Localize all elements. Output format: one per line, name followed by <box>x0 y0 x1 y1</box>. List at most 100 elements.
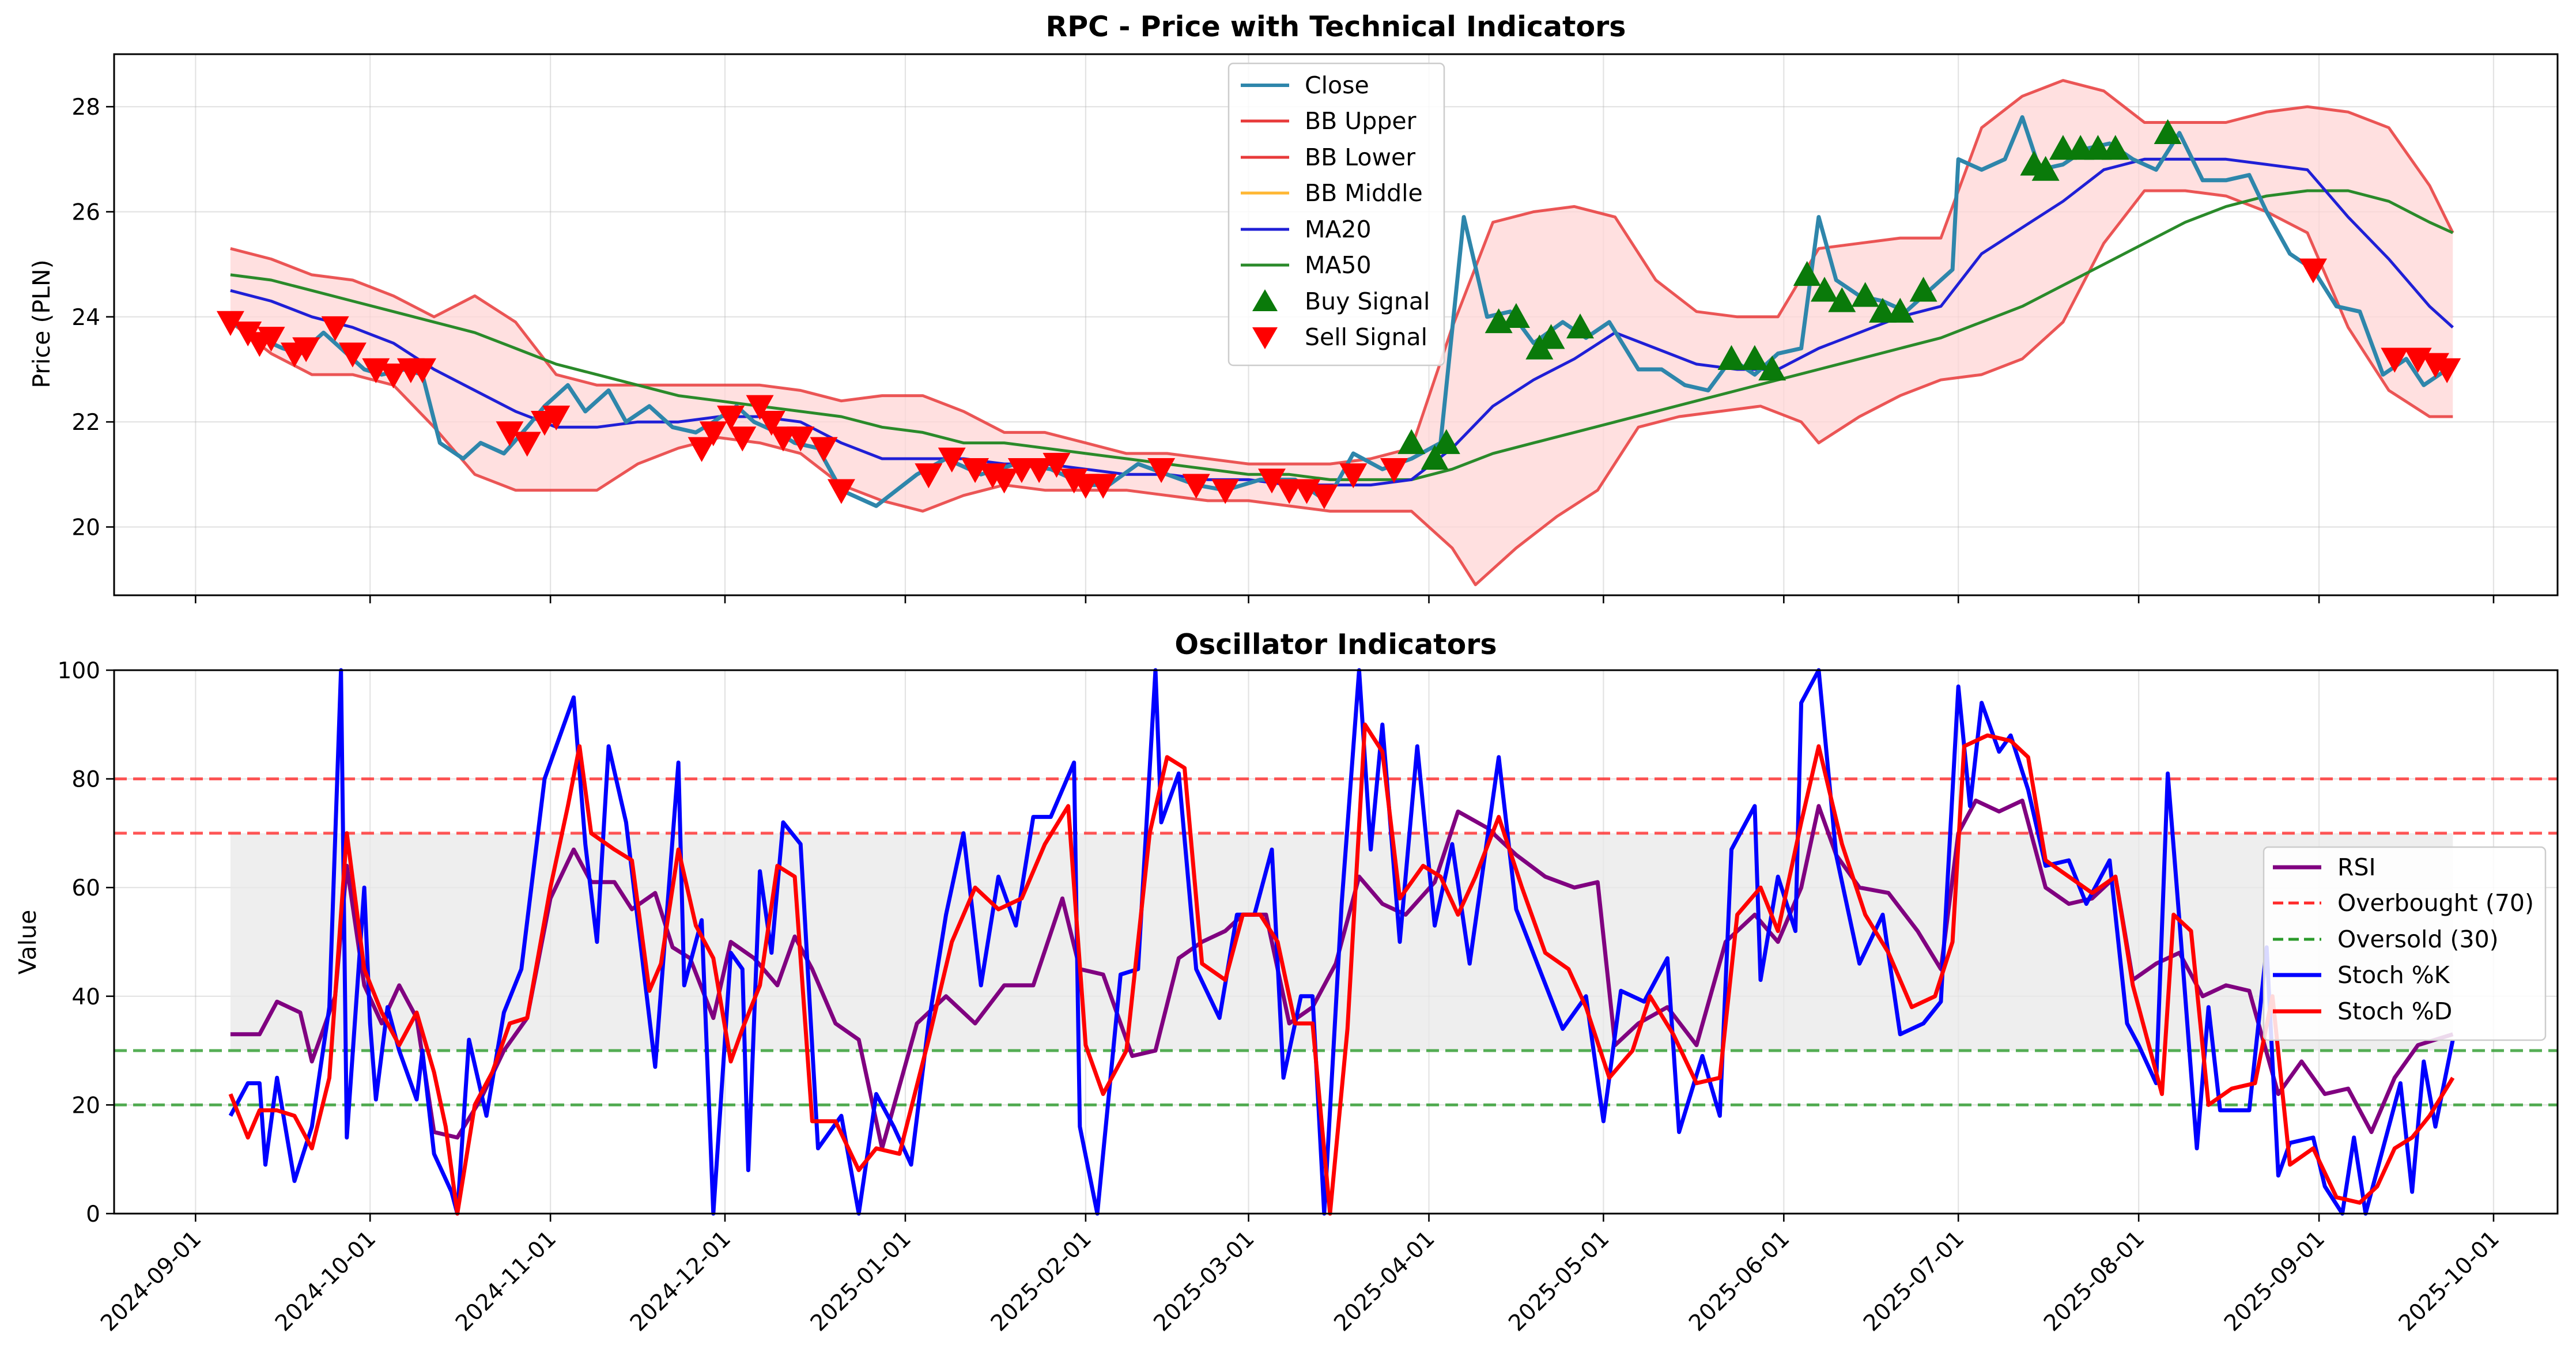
signal-markers <box>216 119 2461 509</box>
buy-signal-marker <box>1740 345 1769 370</box>
x-tick-label: 2024-12-01 <box>625 1226 736 1336</box>
sell-signal-marker <box>810 437 838 462</box>
price-y-tick-label: 22 <box>71 410 100 436</box>
oscillator-legend-box <box>2263 846 2547 1041</box>
sell-signal-marker <box>1380 458 1408 483</box>
oscillator-series-lines <box>228 668 2455 1216</box>
legend-label-bb-lower: BB Lower <box>1305 143 1415 171</box>
sell-signal-marker <box>1211 479 1240 504</box>
sell-signal-marker <box>338 342 367 368</box>
buy-signal-marker <box>1886 297 1914 323</box>
buy-signal-marker <box>2031 156 2060 181</box>
buy-signal-marker <box>2101 135 2129 160</box>
legend-label-buy: Buy Signal <box>1305 288 1430 315</box>
sell-signal-marker <box>321 316 349 342</box>
sell-signal-marker <box>769 426 797 452</box>
sell-signal-marker <box>1182 474 1210 499</box>
sell-signal-marker <box>787 426 815 452</box>
sell-signal-marker <box>2299 258 2327 284</box>
price-y-tick-label: 24 <box>71 305 100 331</box>
sell-signal-marker <box>827 479 855 504</box>
x-tick-label: 2025-05-01 <box>1504 1226 1614 1336</box>
buy-signal-marker <box>2067 135 2095 160</box>
price-panel: RPC - Price with Technical Indicators Pr… <box>28 10 2559 603</box>
sell-signal-marker <box>257 327 285 352</box>
sell-signal-marker <box>496 421 524 447</box>
sell-signal-marker <box>1275 479 1304 504</box>
price-plot-frame <box>113 53 2559 596</box>
price-y-tick-label: 28 <box>71 95 100 120</box>
sell-signal-marker <box>513 432 541 457</box>
oscillator-plot-frame <box>113 669 2559 1215</box>
buy-signal-marker <box>1717 345 1746 370</box>
x-tick-label: 2025-07-01 <box>1859 1226 1969 1336</box>
x-tick-label: 2025-02-01 <box>986 1226 1097 1336</box>
sell-signal-marker <box>1310 484 1338 509</box>
buy-signal-marker <box>1537 324 1565 349</box>
buy-signal-marker <box>1421 444 1449 470</box>
x-tick-label: 2024-10-01 <box>270 1226 381 1336</box>
oscillator-y-tick-label: 60 <box>71 875 100 901</box>
buy-signal-marker <box>1868 297 1897 323</box>
sell-signal-marker <box>1147 458 1176 483</box>
price-chart-title: RPC - Price with Technical Indicators <box>1046 10 1626 43</box>
legend-label-oversold: Oversold (30) <box>2337 925 2499 953</box>
oscillator-y-tick-label: 20 <box>71 1093 100 1119</box>
x-tick-label: 2025-04-01 <box>1329 1226 1440 1336</box>
sell-signal-marker <box>990 468 1018 494</box>
sell-signal-marker <box>542 405 571 431</box>
oscillator-x-ticks: 2024-09-01 2024-10-01 2024-11-01 2024-12-01… <box>96 1214 2505 1336</box>
sell-signal-marker <box>1043 452 1071 478</box>
x-tick-label: 2025-06-01 <box>1684 1226 1795 1336</box>
buy-signal-marker <box>1566 313 1594 339</box>
buy-signal-marker <box>1502 303 1530 328</box>
oscillator-chart-title: Oscillator Indicators <box>1174 628 1497 661</box>
buy-signal-marker <box>2084 135 2112 160</box>
legend-label-bb-middle: BB Middle <box>1305 179 1423 207</box>
legend-label-rsi: RSI <box>2337 853 2376 881</box>
sell-signal-marker <box>1071 474 1100 499</box>
sell-signal-marker <box>379 363 407 389</box>
x-tick-label: 2025-09-01 <box>2219 1226 2330 1336</box>
stoch-d-line <box>228 722 2455 1216</box>
legend-label-bb-upper: BB Upper <box>1305 107 1417 135</box>
oscillator-y-tick-label: 0 <box>86 1201 100 1227</box>
sell-signal-marker <box>2433 358 2461 383</box>
sell-signal-marker <box>688 437 716 462</box>
sell-signal-marker <box>915 463 943 489</box>
sell-signal-marker <box>1257 468 1286 494</box>
sell-signal-marker <box>699 421 727 447</box>
buy-signal-marker <box>1828 287 1856 312</box>
sell-signal-marker <box>2381 347 2409 373</box>
legend-label-stoch-k: Stoch %K <box>2337 961 2450 989</box>
oscillator-y-tick-label: 40 <box>71 984 100 1010</box>
ma20-line <box>230 157 2454 487</box>
sell-signal-marker <box>717 405 745 431</box>
x-tick-label: 2025-08-01 <box>2039 1226 2150 1336</box>
legend-label-overbought: Overbought (70) <box>2337 889 2534 917</box>
bb-lower-line <box>229 189 2453 587</box>
sell-signal-marker <box>1007 458 1036 483</box>
oscillator-y-tick-label: 80 <box>71 767 100 793</box>
buy-signal-marker <box>1811 277 1838 302</box>
oscillator-legend: RSI Overbought (70) Oversold (30) Stoch … <box>2263 846 2547 1041</box>
x-tick-label: 2024-11-01 <box>451 1226 561 1336</box>
sell-signal-marker <box>938 447 966 473</box>
sell-signal-marker <box>216 311 244 336</box>
legend-label-ma50: MA50 <box>1305 251 1372 279</box>
sell-signal-marker <box>409 358 437 383</box>
buy-signal-marker <box>1758 355 1786 381</box>
legend-label-sell: Sell Signal <box>1305 323 1427 351</box>
price-y-tick-label: 20 <box>71 515 100 541</box>
legend-label-stoch-d: Stoch %D <box>2337 998 2452 1025</box>
sell-signal-marker <box>1089 474 1117 499</box>
price-y-tick-label: 26 <box>71 199 100 225</box>
legend-label-close: Close <box>1305 71 1369 99</box>
price-x-ticks <box>195 595 2495 603</box>
price-y-ticks: 20 22 24 26 28 <box>71 95 114 541</box>
x-tick-label: 2025-01-01 <box>806 1226 916 1336</box>
price-legend: Close BB Upper BB Lower BB Middle MA20 M… <box>1227 62 1445 366</box>
oscillator-y-ticks: 0 20 40 60 80 100 <box>58 658 114 1227</box>
legend-marker-buy <box>1252 289 1278 311</box>
